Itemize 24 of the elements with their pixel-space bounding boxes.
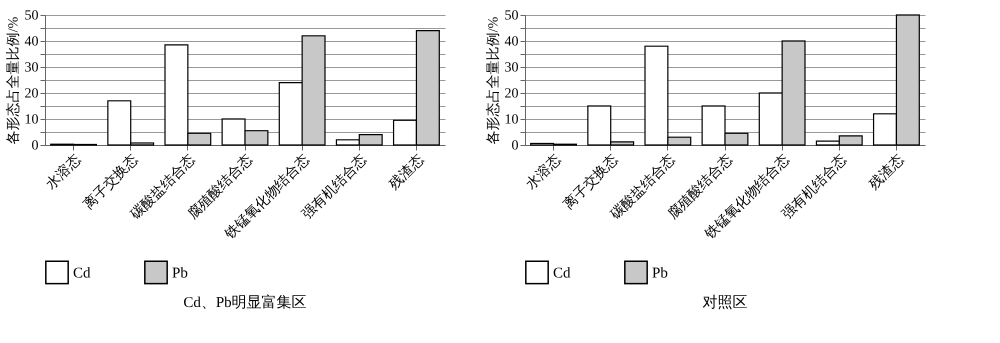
- legend-label: Pb: [652, 265, 668, 282]
- legend-label: Pb: [172, 265, 188, 282]
- y-tick-label: 30: [24, 60, 38, 76]
- legend-label: Cd: [553, 265, 572, 282]
- y-tick-label: 20: [24, 86, 38, 102]
- y-tick-label: 0: [512, 138, 518, 154]
- legend-label: Cd: [73, 265, 92, 282]
- text: 对照区: [702, 294, 748, 311]
- y-tick-label: 0: [32, 138, 38, 154]
- y-tick-label: 50: [504, 8, 518, 24]
- y-tick-label: 20: [504, 86, 518, 102]
- x-tick-label: 水溶态: [43, 152, 84, 193]
- y-axis-title: 各形态占全量比例/%: [486, 16, 502, 144]
- y-tick-label: 10: [504, 112, 518, 128]
- y-tick-label: 40: [504, 34, 518, 50]
- y-tick-label: 50: [24, 8, 38, 24]
- y-tick-label: 40: [24, 34, 38, 50]
- y-axis-title: 各形态占全量比例/%: [6, 16, 22, 144]
- x-tick-label: 残渣态: [386, 152, 428, 193]
- x-tick-label: 残渣态: [866, 152, 908, 193]
- y-tick-label: 10: [24, 112, 38, 128]
- text: Cd、Pb明显富集区: [183, 294, 307, 311]
- x-tick-label: 水溶态: [523, 152, 564, 193]
- y-tick-label: 30: [504, 60, 518, 76]
